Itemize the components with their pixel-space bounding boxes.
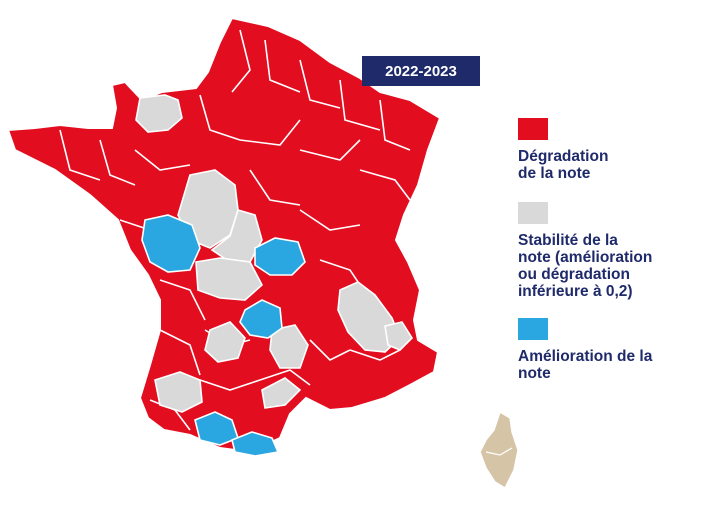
region-corse <box>479 410 519 489</box>
region-gers <box>154 371 203 413</box>
legend-swatch-stabilite <box>518 202 548 224</box>
region-alpes-sud <box>384 321 414 351</box>
region-quercy <box>204 321 246 363</box>
legend-item-amelioration: Amélioration de la note <box>518 318 708 382</box>
region-pyrenees-orientales <box>231 431 280 457</box>
legend-swatch-amelioration <box>518 318 548 340</box>
legend-label-amelioration: Amélioration de la note <box>518 348 653 382</box>
legend-swatch-degradation <box>518 118 548 140</box>
legend-label-stabilite: Stabilité de la note (amélioration ou dé… <box>518 232 653 300</box>
amelioration-areas <box>141 214 306 457</box>
region-poitou <box>141 214 201 273</box>
region-normandie-ouest <box>135 94 183 133</box>
legend-item-degradation: Dégradation de la note <box>518 118 708 182</box>
region-cantal-sud <box>269 324 309 369</box>
year-badge: 2022-2023 <box>362 56 480 86</box>
corse-border <box>485 447 513 456</box>
region-bourgogne-sud <box>254 237 306 276</box>
legend-item-stabilite: Stabilité de la note (amélioration ou dé… <box>518 202 708 300</box>
region-languedoc-est <box>261 377 302 409</box>
department-borders <box>59 29 411 431</box>
region-auvergne <box>239 299 283 339</box>
legend-label-degradation: Dégradation de la note <box>518 148 609 182</box>
region-limousin <box>195 257 263 301</box>
